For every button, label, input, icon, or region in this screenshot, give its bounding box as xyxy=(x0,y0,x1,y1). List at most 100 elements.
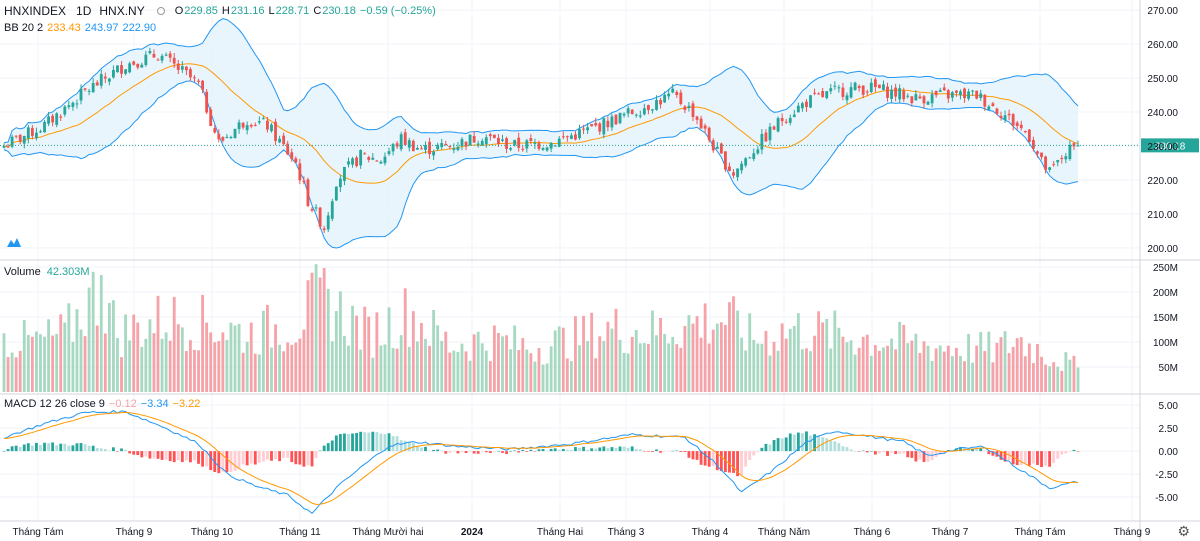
volume-bar xyxy=(825,318,829,392)
volume-bar xyxy=(347,345,350,392)
macd-histogram-bar xyxy=(253,451,257,465)
macd-histogram-bar xyxy=(2,451,6,452)
macd-histogram-bar xyxy=(6,449,10,452)
volume-bar xyxy=(517,350,521,392)
candle-body xyxy=(261,118,265,120)
ohlc-open: 229.85 xyxy=(184,5,218,17)
candle-body xyxy=(79,88,83,101)
time-axis-label: Tháng 7 xyxy=(932,527,969,538)
volume-bar xyxy=(249,322,253,392)
candle-body xyxy=(213,128,217,133)
volume-bar xyxy=(257,354,261,392)
volume-bar xyxy=(963,361,966,392)
candle-body xyxy=(772,126,776,130)
time-axis-label: Tháng 11 xyxy=(279,527,321,538)
bb-legend[interactable]: BB 20 2 233.43 243.97 222.90 xyxy=(4,22,156,34)
candle-body xyxy=(622,113,626,116)
candle-body xyxy=(719,143,723,154)
tradingview-logo-icon[interactable] xyxy=(6,236,22,248)
candle-body xyxy=(1068,144,1072,160)
macd-histogram-bar xyxy=(979,448,983,452)
macd-histogram-bar xyxy=(723,451,727,473)
macd-histogram-bar xyxy=(906,451,910,458)
candle-body xyxy=(35,132,38,139)
ohlc-change: −0.59 (−0.25%) xyxy=(359,5,436,17)
candle-body xyxy=(942,87,946,91)
last-price-label: 230.18 xyxy=(1155,141,1186,152)
volume-bar xyxy=(266,304,269,392)
volume-bar xyxy=(784,338,788,392)
candle-body xyxy=(930,94,934,104)
volume-bar xyxy=(51,335,55,392)
macd-histogram-bar xyxy=(164,451,168,460)
bb-lower-value: 222.90 xyxy=(122,22,157,34)
volume-bar xyxy=(432,309,436,392)
candle-body xyxy=(792,114,796,117)
volume-bar xyxy=(800,349,804,392)
volume-bar xyxy=(954,347,958,392)
volume-bar xyxy=(35,331,38,392)
volume-bar xyxy=(971,362,975,392)
macd-histogram-bar xyxy=(35,442,38,452)
volume-bar xyxy=(1040,356,1043,392)
candle-body xyxy=(460,139,464,146)
candle-body xyxy=(22,135,26,144)
volume-bar xyxy=(103,333,107,392)
volume-bar xyxy=(906,343,910,392)
volume-bar xyxy=(796,313,800,392)
volume-bar xyxy=(444,331,448,392)
candle-body xyxy=(103,76,107,79)
candle-body xyxy=(468,134,472,146)
macd-histogram-bar xyxy=(505,451,508,455)
volume-bar xyxy=(472,334,476,392)
candle-body xyxy=(168,53,172,58)
volume-bar xyxy=(622,352,626,392)
macd-histogram-bar xyxy=(894,451,898,455)
volume-bar xyxy=(497,332,500,392)
volume-legend[interactable]: Volume 42.303M xyxy=(4,266,90,278)
time-axis-label: Tháng Tám xyxy=(13,527,64,538)
volume-bar xyxy=(83,336,87,392)
macd-histogram-bar xyxy=(646,451,650,452)
candle-body xyxy=(877,84,881,89)
candle-body xyxy=(306,179,310,206)
macd-histogram-bar xyxy=(492,451,496,452)
candle-body xyxy=(634,114,638,116)
volume-bar xyxy=(667,343,671,392)
macd-histogram-bar xyxy=(849,449,853,452)
candle-body xyxy=(671,88,675,93)
symbol-name[interactable]: HNXINDEX xyxy=(4,4,67,18)
candle-body xyxy=(979,93,983,98)
candle-body xyxy=(934,90,938,96)
candle-body xyxy=(910,96,914,104)
macd-histogram-bar xyxy=(241,451,245,465)
volume-bar xyxy=(541,364,545,392)
price-tick-label: 240.00 xyxy=(1147,108,1178,119)
volume-bar xyxy=(1007,353,1011,392)
macd-histogram-bar xyxy=(565,449,569,452)
volume-bar xyxy=(59,314,63,392)
macd-legend[interactable]: MACD 12 26 close 9 −0.12 −3.34 −3.22 xyxy=(4,398,200,410)
macd-histogram-bar xyxy=(103,449,107,452)
interval-label[interactable]: 1D xyxy=(76,4,92,18)
settings-gear-icon[interactable]: ⚙ xyxy=(1177,523,1190,539)
macd-histogram-bar xyxy=(193,451,196,461)
volume-bar xyxy=(290,344,294,392)
macd-histogram-bar xyxy=(452,451,456,452)
macd-histogram-bar xyxy=(602,446,606,452)
candle-body xyxy=(116,65,119,73)
last-price-tag xyxy=(1141,138,1199,153)
candle-body xyxy=(140,64,144,68)
volume-bar xyxy=(274,324,277,392)
macd-histogram-bar xyxy=(764,443,768,452)
volume-bar xyxy=(756,343,760,392)
candle-body xyxy=(371,157,375,160)
volume-bar xyxy=(869,355,873,392)
macd-histogram-bar xyxy=(132,451,136,455)
volume-bar xyxy=(594,358,598,392)
volume-bar xyxy=(853,354,857,392)
volume-bar xyxy=(355,315,359,392)
candle-body xyxy=(663,94,667,103)
price-tick-label: 210.00 xyxy=(1147,210,1178,221)
